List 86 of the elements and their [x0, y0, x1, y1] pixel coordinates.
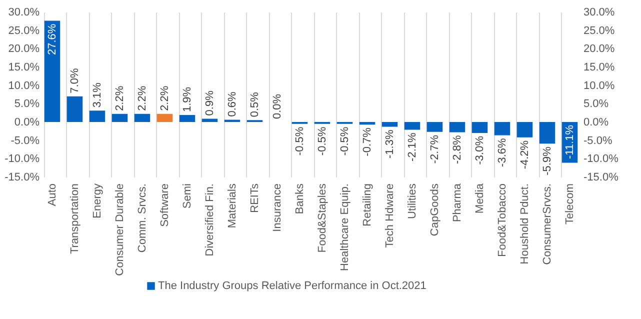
data-label: -3.0% — [474, 136, 486, 165]
bar — [179, 115, 196, 122]
bar — [404, 122, 420, 130]
y2-tick-label: -5.0% — [584, 134, 612, 147]
x-tick-label: CapGoods — [428, 183, 441, 236]
x-tick-label: Food&Tobacco — [496, 184, 508, 257]
bar — [359, 122, 376, 125]
y-tick-label: 5.0% — [14, 98, 40, 110]
bar — [66, 96, 83, 122]
data-label: 3.1% — [91, 82, 104, 108]
data-label: 1.9% — [181, 86, 194, 112]
y2-tick-label: 15.0% — [584, 62, 615, 74]
data-label: -0.5% — [294, 126, 306, 156]
data-label: -2.1% — [406, 132, 418, 162]
legend-label: The Industry Groups Relative Performance in Oct.2021 — [158, 280, 426, 292]
bar — [382, 122, 398, 127]
y-tick-label: 25.0% — [8, 24, 40, 37]
data-label: 7.0% — [68, 68, 81, 94]
y2-tick-label: 5.0% — [584, 98, 609, 110]
bar — [134, 114, 150, 122]
x-tick-label: Media — [474, 182, 486, 214]
data-label: 0.6% — [226, 92, 238, 117]
x-tick-label: Diversified Fin. — [204, 184, 216, 256]
bar — [156, 114, 173, 122]
data-label: -0.5% — [338, 126, 351, 156]
y-tick-label: 20.0% — [8, 43, 40, 56]
x-tick-label: Pharma — [451, 182, 464, 222]
x-tick-label: Banks — [294, 183, 306, 214]
y2-tick-label: -15.0% — [584, 172, 619, 184]
bar — [472, 122, 488, 133]
x-tick-label: Telecom — [564, 184, 576, 224]
y-tick-label: 15.0% — [8, 62, 40, 74]
bar — [89, 110, 106, 122]
bar — [516, 122, 533, 138]
x-tick-label: Houshold Pduct. — [518, 184, 531, 264]
bar — [112, 114, 128, 122]
y2-tick-label: 0.0% — [584, 116, 609, 128]
data-label: 27.6% — [46, 24, 58, 56]
data-label: -1.3% — [384, 130, 396, 159]
data-label: -2.7% — [428, 134, 441, 164]
x-tick-label: Utilities — [406, 183, 418, 219]
data-label: 2.2% — [114, 86, 126, 111]
data-label: -4.2% — [518, 140, 531, 170]
x-tick-label: Healthcare Equip. — [338, 184, 351, 271]
x-tick-label: Auto — [46, 184, 58, 206]
y2-tick-label: 25.0% — [584, 24, 615, 37]
bar — [426, 122, 443, 132]
x-tick-label: Consumer Durable — [114, 184, 126, 276]
y-tick-label: 30.0% — [8, 6, 40, 18]
data-label: 2.2% — [158, 86, 171, 111]
data-label: 2.2% — [136, 86, 148, 111]
data-label: 0.9% — [204, 90, 216, 116]
data-label: -2.8% — [451, 135, 464, 164]
y-tick-label: -15.0% — [4, 172, 40, 184]
x-tick-label: Semi — [181, 184, 194, 209]
x-tick-label: Food&Staples — [316, 183, 328, 253]
y-tick-label: -10.0% — [4, 153, 40, 166]
bar — [494, 122, 510, 136]
x-tick-label: Software — [158, 184, 171, 227]
bar — [44, 20, 60, 122]
data-label: 0.0% — [271, 94, 284, 119]
x-tick-label: ConsumerSrvcs. — [541, 184, 554, 265]
x-tick-label: Energy — [91, 183, 104, 218]
x-tick-label: Comm. Srvcs. — [136, 184, 148, 253]
data-label: -11.1% — [564, 124, 576, 160]
data-label: -5.9% — [541, 146, 554, 176]
y-tick-label: 10.0% — [8, 80, 40, 92]
y-tick-label: 0.0% — [14, 116, 40, 128]
bar — [202, 118, 218, 122]
data-label: 0.5% — [248, 92, 261, 118]
x-tick-label: REITs — [248, 183, 261, 213]
x-tick-label: Insurance — [271, 184, 284, 232]
x-tick-label: Transportation — [68, 184, 81, 254]
x-tick-label: Materials — [226, 183, 238, 228]
data-label: -0.5% — [316, 126, 328, 156]
y2-tick-label: -10.0% — [584, 153, 619, 166]
y-tick-label: -5.0% — [10, 134, 40, 147]
x-tick-label: Tech Hdware — [384, 184, 396, 248]
y2-tick-label: 30.0% — [584, 6, 615, 18]
bar — [539, 122, 556, 144]
y2-tick-label: 20.0% — [584, 43, 615, 56]
y2-tick-label: 10.0% — [584, 80, 615, 92]
bar — [449, 122, 466, 132]
data-label: -0.7% — [361, 127, 374, 156]
x-tick-label: Retailing — [361, 184, 374, 226]
data-label: -3.6% — [496, 138, 508, 167]
